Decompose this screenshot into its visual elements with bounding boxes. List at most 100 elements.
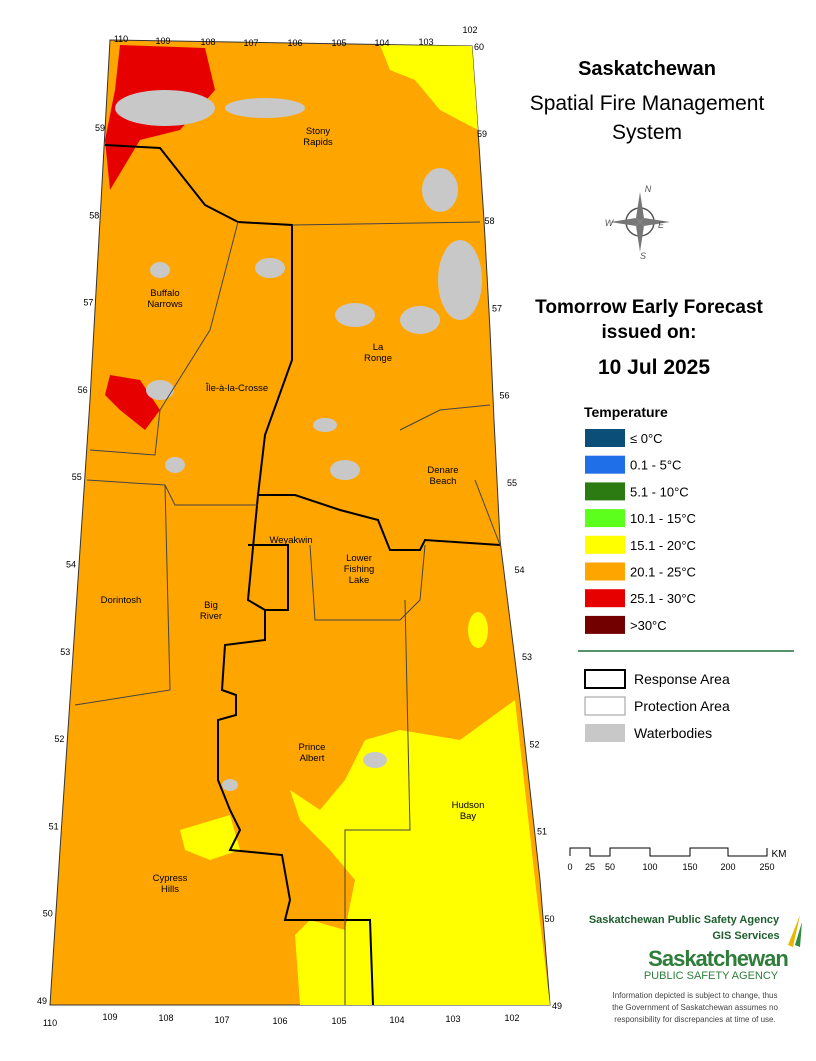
lon-label: 105 <box>331 1016 346 1026</box>
compass-letter: E <box>658 220 665 230</box>
legend-swatch <box>585 509 625 528</box>
title: Saskatchewan <box>578 58 716 80</box>
lat-label: 51 <box>537 827 547 837</box>
legend-label: 20.1 - 25°C <box>630 565 696 580</box>
lat-label: 54 <box>66 560 76 570</box>
scale-label: 25 <box>585 862 595 872</box>
compass-letter: S <box>640 251 646 261</box>
lat-label: 52 <box>529 739 539 749</box>
place-label: Bay <box>460 811 477 822</box>
compass-letter: N <box>645 184 652 194</box>
scale-label: 0 <box>567 862 572 872</box>
scale-label: 100 <box>642 862 657 872</box>
legend-swatch <box>585 482 625 501</box>
legend-title: Temperature <box>584 404 668 420</box>
lat-label: 54 <box>514 565 524 575</box>
lon-label: 108 <box>158 1013 173 1023</box>
lat-label: 57 <box>492 303 502 313</box>
place-label: La <box>373 342 384 353</box>
forecast-label: Tomorrow Early Forecast <box>535 297 763 318</box>
place-label: Île-à-la-Crosse <box>205 383 268 394</box>
legend-label: 10.1 - 15°C <box>630 511 696 526</box>
place-label: Weyakwin <box>269 535 312 546</box>
legend-swatch <box>585 589 625 608</box>
scale-label: 250 <box>759 862 774 872</box>
lon-label: 110 <box>43 1018 57 1028</box>
lat-label: 58 <box>89 210 99 220</box>
place-label: Lower <box>346 553 372 564</box>
legend-boxes <box>578 650 794 742</box>
place-label: Fishing <box>344 564 375 575</box>
legend-label: 25.1 - 30°C <box>630 591 696 606</box>
place-label: Narrows <box>147 299 183 310</box>
logo-text: Saskatchewan <box>648 946 788 971</box>
lon-label: 105 <box>331 38 346 48</box>
compass-letter: W <box>605 218 615 228</box>
legend-label: Protection Area <box>634 698 730 714</box>
logo-mark <box>788 915 802 947</box>
scale-unit: KM <box>772 849 787 860</box>
lat-label: 53 <box>522 652 532 662</box>
place-label: Lake <box>349 575 370 586</box>
place-label: Dorintosh <box>101 595 142 606</box>
lat-label: 60 <box>474 42 484 52</box>
place-label: Stony <box>306 126 331 137</box>
scale-label: 150 <box>682 862 697 872</box>
disclaimer: responsibility for discrepancies at time… <box>614 1015 775 1024</box>
lon-label: 102 <box>462 25 477 35</box>
legend-label: 5.1 - 10°C <box>630 484 689 499</box>
legend-swatch <box>585 429 625 447</box>
lat-label: 55 <box>72 472 82 482</box>
lat-label: 52 <box>54 734 64 744</box>
legend-swatch <box>585 562 625 581</box>
lat-label: 57 <box>83 298 93 308</box>
compass-rose <box>610 192 670 252</box>
lon-label: 104 <box>389 1015 404 1025</box>
place-label: Ronge <box>364 353 392 364</box>
lon-label: 109 <box>102 1012 117 1022</box>
place-label: Hudson <box>452 800 485 811</box>
disclaimer: Information depicted is subject to chang… <box>613 991 778 1000</box>
lon-label: 102 <box>504 1013 519 1023</box>
legend-swatch <box>585 455 625 474</box>
place-label: Cypress <box>153 873 188 884</box>
lat-label: 58 <box>484 216 494 226</box>
title: Spatial Fire Management <box>530 92 765 115</box>
place-label: Beach <box>430 476 457 487</box>
lon-label: 103 <box>445 1014 460 1024</box>
legend-label: 15.1 - 20°C <box>630 538 696 553</box>
place-label: Big <box>204 600 218 611</box>
legend-label: Waterbodies <box>634 725 712 741</box>
place-label: Rapids <box>303 137 333 148</box>
lat-label: 56 <box>78 385 88 395</box>
place-label: River <box>200 611 222 622</box>
lat-label: 53 <box>60 647 70 657</box>
lon-label: 106 <box>272 1016 287 1026</box>
legend-label: ≤ 0°C <box>630 431 663 446</box>
lon-label: 106 <box>287 38 302 48</box>
place-label: Buffalo <box>150 288 179 299</box>
lat-label: 59 <box>477 129 487 139</box>
scale-bar <box>569 847 768 857</box>
lon-label: 107 <box>214 1015 229 1025</box>
title: System <box>612 121 682 144</box>
place-label: Albert <box>300 753 325 764</box>
scale-label: 50 <box>605 862 615 872</box>
lat-label: 50 <box>43 909 53 919</box>
lat-label: 50 <box>544 914 554 924</box>
lat-label: 49 <box>37 996 47 1006</box>
legend-swatch <box>585 535 625 554</box>
place-label: Denare <box>427 465 458 476</box>
agency-name: Saskatchewan Public Safety Agency <box>589 914 780 926</box>
logo-sub: PUBLIC SAFETY AGENCY <box>644 970 779 982</box>
lat-label: 56 <box>499 391 509 401</box>
place-label: Prince <box>299 742 326 753</box>
forecast-date: 10 Jul 2025 <box>598 356 710 379</box>
legend-label: 0.1 - 5°C <box>630 458 681 473</box>
lat-label: 51 <box>49 821 59 831</box>
place-label: Hills <box>161 884 179 895</box>
lon-label: 103 <box>418 37 433 47</box>
agency-unit: GIS Services <box>712 930 779 942</box>
lat-label: 59 <box>95 123 105 133</box>
